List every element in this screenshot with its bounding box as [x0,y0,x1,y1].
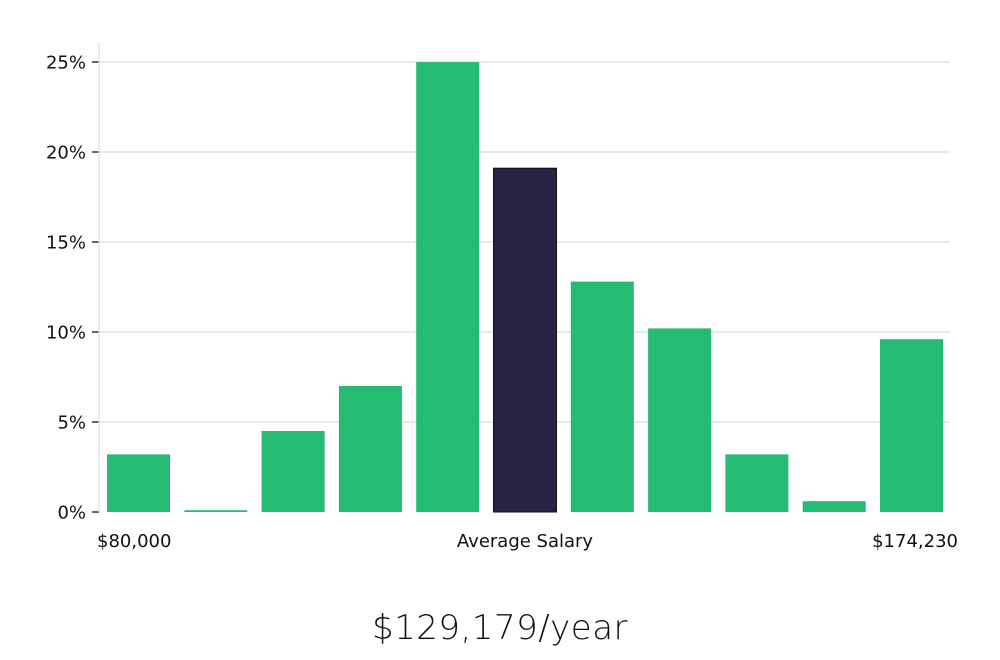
y-tick-label: 10% [46,323,86,344]
bar [107,454,170,512]
bar [648,328,712,512]
bar [570,281,634,512]
y-tick-label: 5% [57,413,86,434]
bar [880,339,943,512]
salary-distribution-chart: $80,000 Average Salary $174,230 0% 5% 10% 1… [46,42,958,553]
bar-average-salary [493,167,557,513]
bar [261,431,325,512]
y-tick-label: 0% [57,503,86,524]
bar [725,454,789,512]
bars [107,62,943,513]
bar [338,386,402,512]
axis-labels: $80,000 Average Salary $174,230 0% 5% 10% 1… [46,53,958,553]
x-axis-title: Average Salary [457,531,594,552]
average-salary-value: $129,179/year [371,608,629,648]
y-tick-label: 25% [46,53,86,74]
y-tick-label: 20% [46,143,86,164]
x-max-label: $174,230 [872,531,958,552]
x-min-label: $80,000 [97,531,171,552]
bar [802,501,866,512]
bar [184,510,248,512]
y-tick-label: 15% [46,233,86,254]
bar [416,62,480,512]
